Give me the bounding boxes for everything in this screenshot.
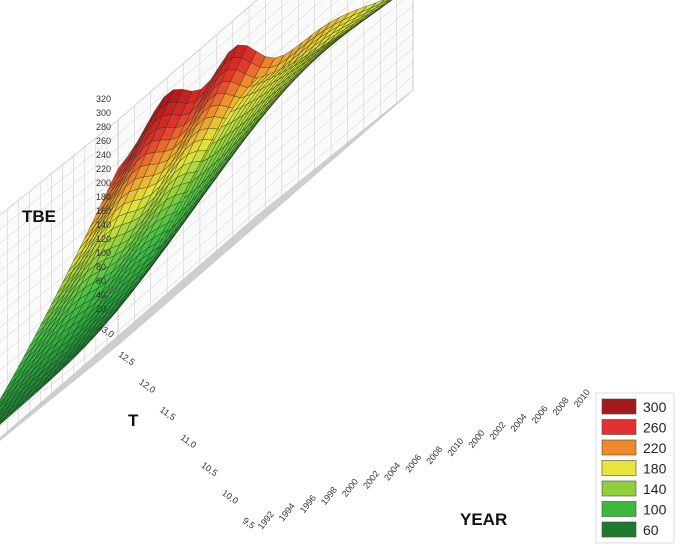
year-tick-label: 1996 [298, 493, 318, 515]
grid-line [73, 125, 369, 381]
legend-label: 60 [643, 522, 659, 538]
z-tick-label: 300 [96, 108, 111, 118]
t-tick-label: 10,0 [220, 488, 240, 506]
surface-cell [0, 416, 2, 421]
year-tick-label: 2004 [382, 460, 402, 482]
year-tick-label: 2010 [572, 387, 592, 409]
legend-label: 180 [643, 461, 667, 477]
t-axis-title: T [128, 411, 139, 430]
year-tick-label: 2002 [487, 420, 507, 442]
z-tick-label: 220 [96, 164, 111, 174]
year-tick-label: 1998 [319, 485, 339, 507]
z-tick-label: 100 [96, 248, 111, 258]
z-axis-title: TBE [22, 207, 56, 226]
z-tick-label: 240 [96, 150, 111, 160]
z-tick-label: 120 [96, 234, 111, 244]
t-tick-labels: 13,012,512,011,511,010,510,09,5 [96, 321, 257, 530]
legend-swatch [601, 419, 637, 435]
grid-line [95, 107, 392, 364]
z-tick-label: 60 [96, 276, 106, 286]
surface-cell [0, 397, 6, 408]
grid-line [106, 98, 403, 355]
z-tick-label: 180 [96, 192, 111, 202]
legend-swatch [601, 439, 637, 456]
z-tick-label: 80 [96, 262, 106, 272]
year-tick-label: 2000 [466, 428, 486, 450]
box-walls [0, 0, 414, 441]
legend-label: 100 [643, 502, 667, 518]
grid-line [62, 134, 358, 390]
legend-label: 140 [643, 481, 667, 497]
z-tick-label: 320 [96, 94, 111, 104]
t-tick-label: 12,0 [137, 377, 157, 395]
year-tick-label: 2002 [361, 469, 381, 491]
year-tick-label: 2008 [424, 444, 444, 466]
year-tick-label: 2008 [551, 395, 571, 417]
z-tick-label: 40 [96, 290, 106, 300]
surface-cell [0, 407, 4, 414]
year-tick-label: 2000 [340, 477, 360, 499]
year-tick-label: 2006 [530, 404, 550, 426]
legend: 300 260 220 180 140 100 60 [595, 392, 675, 544]
legend-label: 220 [643, 440, 667, 456]
z-tick-label: 260 [96, 136, 111, 146]
z-tick-label: 200 [96, 178, 111, 188]
grid-line [0, 196, 281, 440]
legend-swatch [601, 521, 637, 538]
t-tick-label: 12,5 [117, 349, 137, 367]
year-tick-label: 2010 [445, 436, 465, 458]
z-tick-label: 140 [96, 220, 111, 230]
legend-swatch [601, 398, 637, 415]
legend-label: 300 [643, 399, 667, 415]
z-tick-label: 160 [96, 206, 111, 216]
grid-line [0, 188, 292, 441]
legend-swatch [601, 501, 637, 517]
year-tick-label: 1994 [277, 501, 297, 523]
year-tick-label: 1992 [256, 509, 276, 531]
year-tick-label: 2006 [403, 452, 423, 474]
grid-line [29, 161, 325, 417]
t-tick-label: 9,5 [241, 515, 257, 530]
z-tick-label: 280 [96, 122, 111, 132]
grid-line [84, 116, 380, 372]
year-axis-title: YEAR [460, 510, 507, 529]
z-tick-label: 20 [96, 304, 106, 314]
grid-line [51, 143, 347, 399]
grid-line [40, 152, 336, 408]
year-tick-labels: 1992 1994 1996 1998 2000 2002 2004 2006 2008 2010… [256, 387, 592, 531]
year-tick-label: 2004 [508, 412, 528, 434]
grid-line [0, 205, 270, 439]
legend-label: 260 [643, 420, 667, 436]
legend-swatch [601, 480, 637, 497]
t-tick-label: 11,0 [179, 432, 199, 450]
grid-line [0, 214, 259, 439]
grid-line [117, 89, 414, 346]
legend-swatch [601, 460, 637, 476]
surface [0, 0, 393, 425]
grid-line [7, 179, 303, 435]
grid-line [18, 170, 314, 426]
t-tick-label: 10,5 [199, 460, 219, 478]
z-tick-labels: 320 300 280 260 240 220 200 180 160 140 120 100 80 60… [96, 94, 111, 314]
surface-cell [0, 416, 6, 425]
t-tick-label: 11,5 [158, 405, 178, 423]
